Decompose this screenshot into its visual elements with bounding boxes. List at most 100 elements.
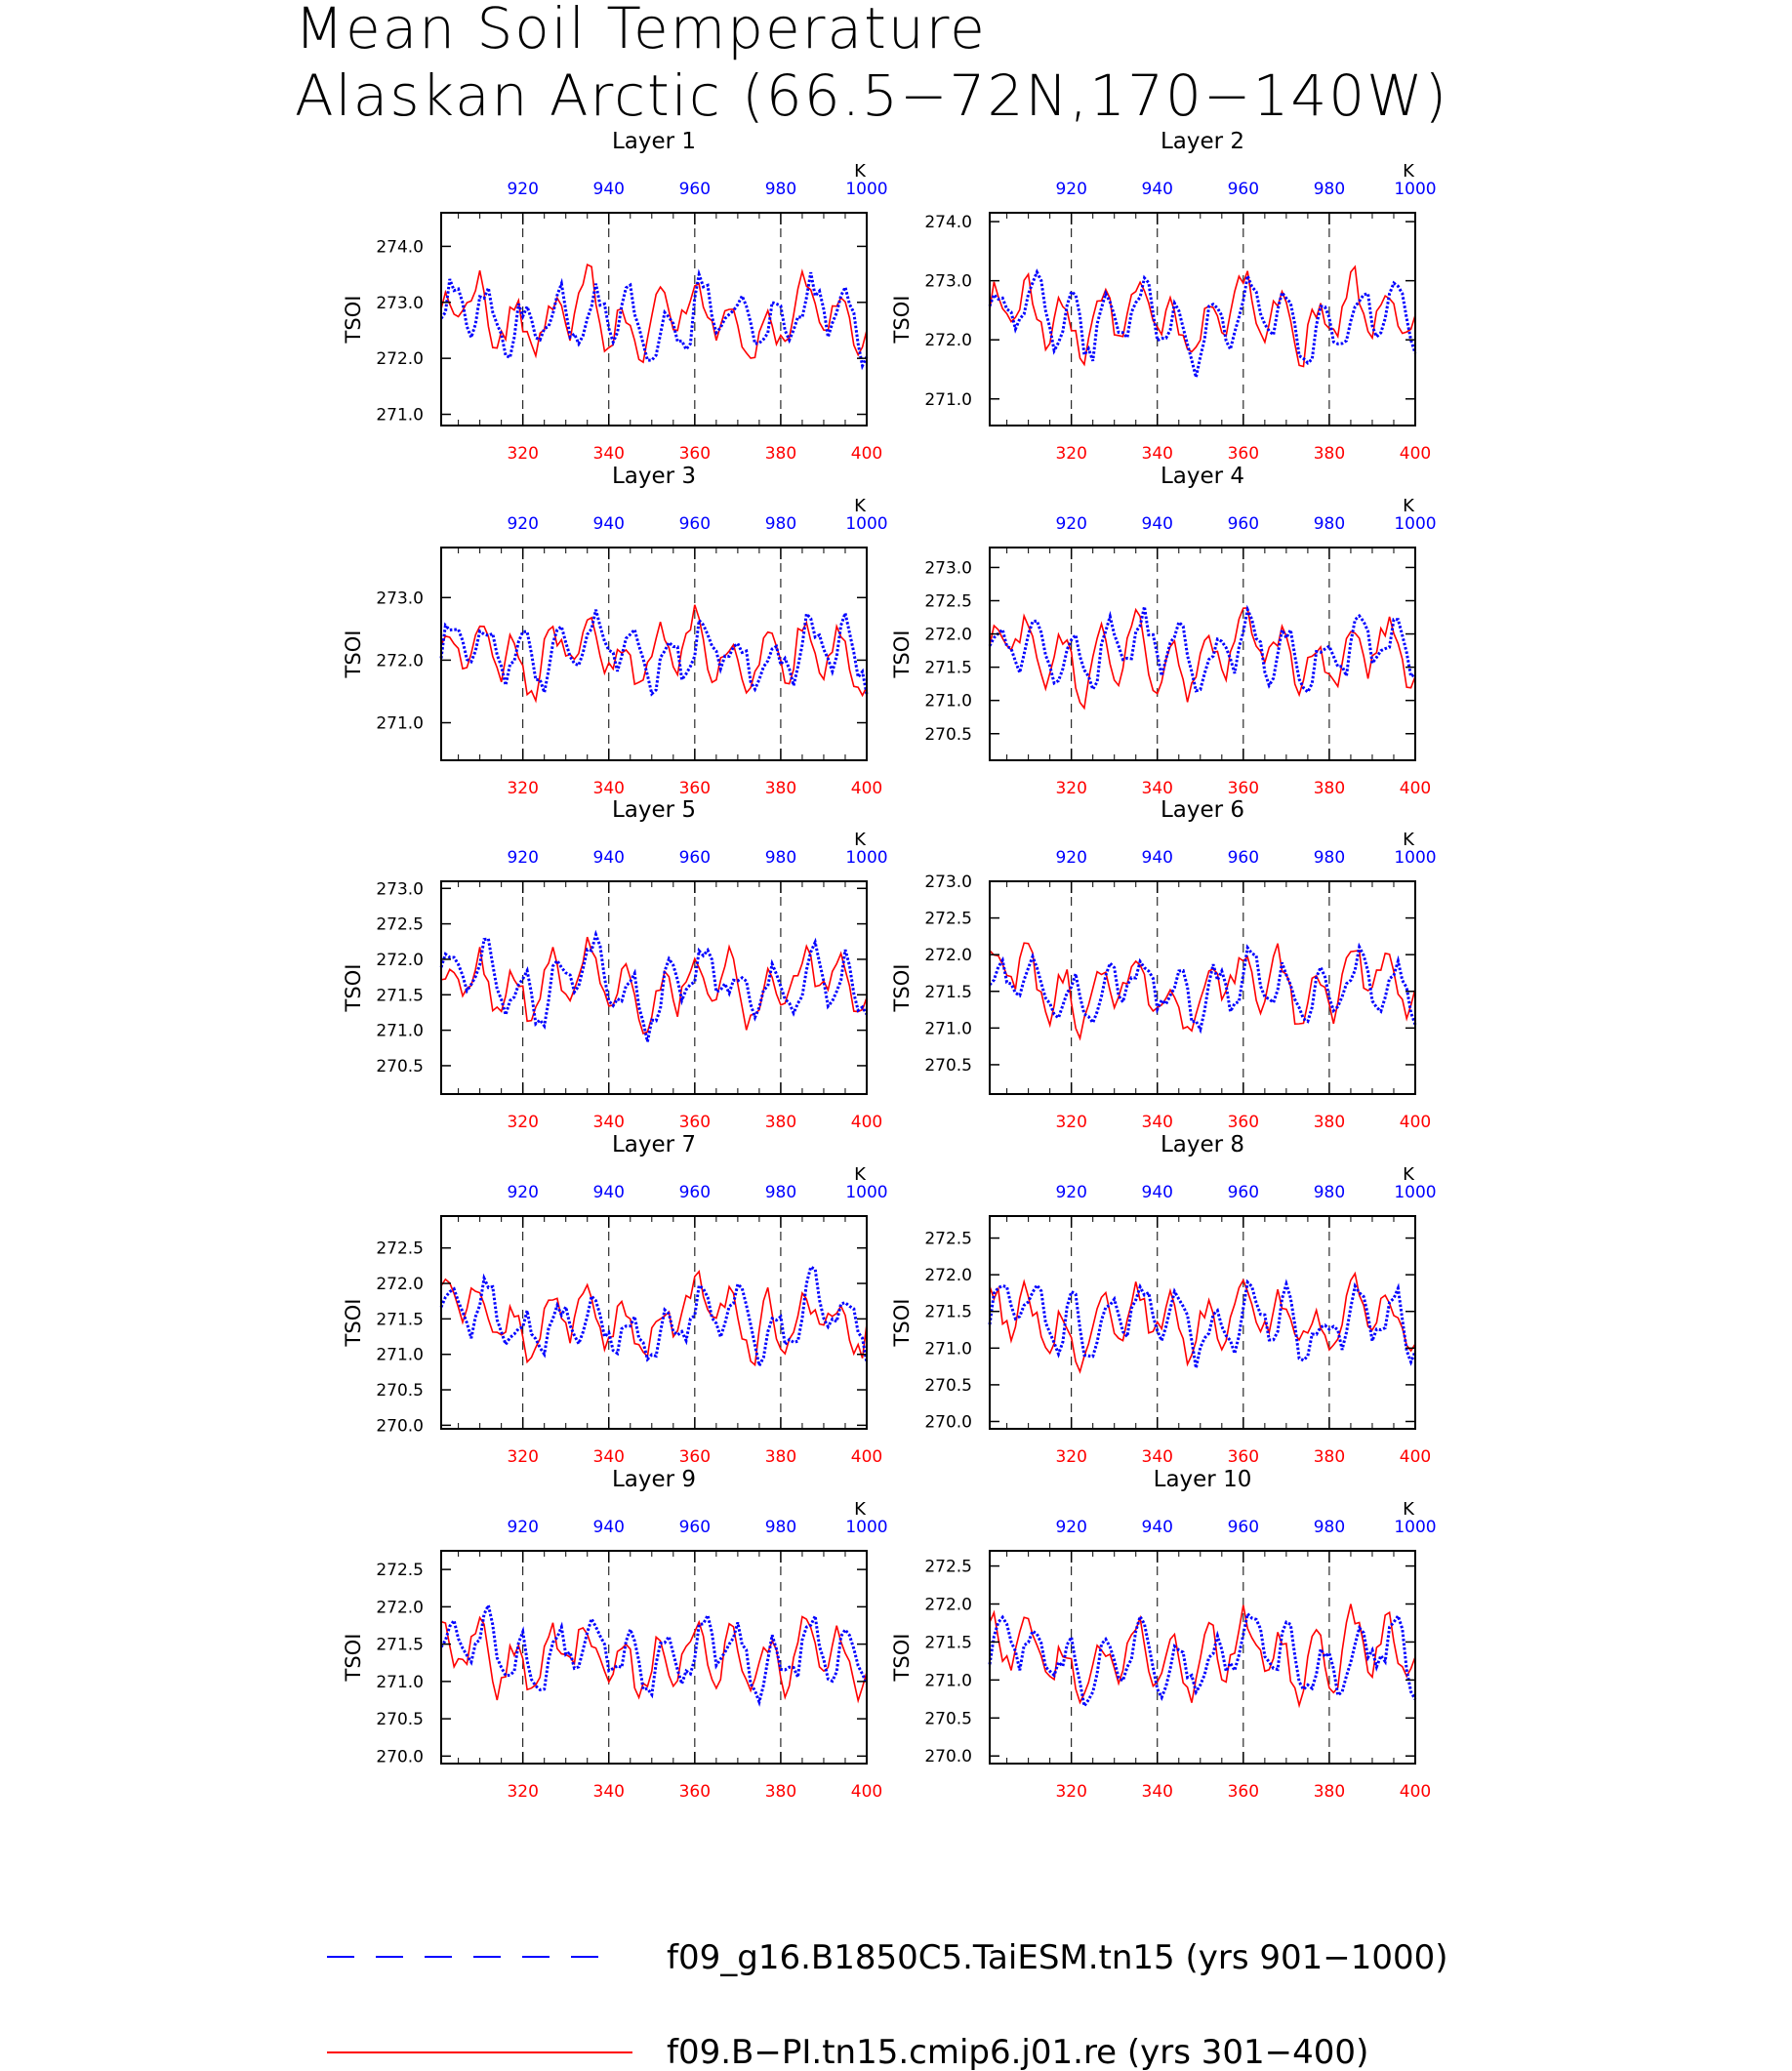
series-line-red [440,264,868,364]
x-tick-label-bottom: 400 [851,1782,882,1802]
x-tick-label-top: 1000 [845,180,887,199]
y-axis-label: TSOI [342,964,365,1013]
x-tick-label-top: 980 [1314,514,1345,534]
series-line-red [989,264,1416,368]
panel-title: Layer 8 [1161,1132,1244,1157]
x-tick-label-top: 980 [765,1183,796,1202]
y-tick-label: 272.5 [376,1561,424,1580]
panel-grid: Layer 1 271.0 272.0 273.0 274.0 TSOI 320 920 340… [342,129,1437,1802]
x-tick-label-bottom: 340 [1142,1447,1173,1467]
x-tick-label-bottom: 340 [1142,779,1173,798]
x-tick-label-bottom: 380 [1314,779,1345,798]
x-tick-label-top: 1000 [1394,180,1436,199]
y-tick-label: 273.0 [376,879,424,899]
top-axis-unit: K [854,161,867,182]
series-line-red [989,607,1416,711]
x-tick-label-top: 960 [1228,514,1259,534]
y-tick-label: 271.0 [924,1671,972,1690]
series-line-blue [439,607,869,699]
y-tick-label: 270.5 [376,1710,424,1729]
x-tick-label-top: 940 [1142,1183,1173,1202]
y-tick-label: 273.0 [924,558,972,578]
top-axis-unit: K [1403,1164,1415,1185]
panel-title: Layer 5 [612,797,696,823]
plot-frame [440,1215,868,1430]
series-line-red [989,1604,1416,1709]
plot-frame [989,1215,1416,1430]
y-tick-label: 270.5 [376,1381,424,1401]
plot-frame [440,212,868,426]
legend: f09_g16.B1850C5.TaiESM.tn15 (yrs 901−100… [327,1938,1448,2071]
x-tick-label-bottom: 400 [1400,779,1431,798]
x-tick-label-bottom: 340 [593,779,625,798]
y-tick-label: 271.0 [376,714,424,734]
y-tick-label: 272.0 [376,1275,424,1294]
x-tick-label-top: 1000 [845,848,887,868]
x-tick-label-bottom: 340 [1142,444,1173,464]
x-tick-label-top: 920 [507,180,538,199]
x-tick-label-bottom: 380 [765,779,796,798]
y-tick-label: 271.0 [924,390,972,410]
x-tick-label-top: 960 [1228,1518,1259,1537]
x-tick-label-bottom: 380 [765,1782,796,1802]
x-tick-label-top: 920 [507,848,538,868]
x-tick-label-top: 940 [593,514,625,534]
series-line-red [989,942,1416,1041]
x-tick-label-top: 960 [1228,180,1259,199]
y-tick-label: 271.0 [924,1339,972,1359]
x-tick-label-bottom: 320 [507,1782,538,1802]
panel-title: Layer 9 [612,1467,696,1492]
panel-title: Layer 6 [1161,797,1244,823]
y-axis-label: TSOI [890,964,914,1013]
x-tick-label-bottom: 360 [679,1113,711,1132]
panel-title: Layer 4 [1161,464,1244,489]
y-tick-label: 270.0 [376,1416,424,1436]
x-tick-label-top: 940 [1142,514,1173,534]
x-tick-label-bottom: 380 [765,444,796,464]
y-tick-label: 272.0 [924,331,972,350]
x-tick-label-bottom: 320 [507,1447,538,1467]
x-tick-label-bottom: 340 [1142,1782,1173,1802]
panel-layer-8: Layer 8 270.0 270.5 271.0 271.5 272.0 272.5 TSO… [890,1132,1437,1467]
x-tick-label-bottom: 400 [1400,444,1431,464]
x-tick-label-bottom: 400 [1400,1782,1431,1802]
y-tick-label: 272.5 [376,915,424,935]
x-tick-label-top: 1000 [1394,848,1436,868]
panel-layer-7: Layer 7 270.0 270.5 271.0 271.5 272.0 272.5 TSO… [342,1132,888,1467]
x-tick-label-bottom: 360 [1228,444,1259,464]
x-tick-label-top: 960 [679,180,711,199]
y-tick-label: 272.0 [376,349,424,369]
x-tick-label-top: 960 [1228,848,1259,868]
x-tick-label-bottom: 320 [1055,779,1086,798]
panel-layer-1: Layer 1 271.0 272.0 273.0 274.0 TSOI 320 920 340… [342,129,888,464]
top-axis-unit: K [1403,496,1415,516]
top-axis-unit: K [854,1164,867,1185]
x-tick-label-bottom: 320 [507,1113,538,1132]
x-tick-label-bottom: 380 [765,1447,796,1467]
top-axis-unit: K [854,830,867,850]
x-tick-label-bottom: 340 [593,1782,625,1802]
x-tick-label-top: 940 [593,1518,625,1537]
y-tick-label: 270.0 [924,1412,972,1432]
y-tick-label: 271.0 [376,406,424,426]
panel-layer-5: Layer 5 270.5 271.0 271.5 272.0 272.5 273.0 TSO… [342,797,888,1132]
x-tick-label-top: 960 [679,848,711,868]
x-tick-label-top: 920 [1055,180,1086,199]
y-tick-label: 273.0 [376,589,424,608]
plot-frame [989,880,1416,1095]
x-tick-label-top: 980 [1314,1518,1345,1537]
y-axis-label: TSOI [342,1299,365,1348]
plot-frame [989,547,1416,761]
x-tick-label-top: 980 [765,514,796,534]
series-line-blue [439,929,869,1042]
x-tick-label-top: 940 [1142,180,1173,199]
y-tick-label: 270.5 [924,725,972,745]
y-tick-label: 271.0 [376,1673,424,1692]
series-line-red [989,1271,1416,1374]
x-tick-label-top: 920 [507,1183,538,1202]
y-axis-label: TSOI [890,630,914,679]
x-tick-label-bottom: 360 [1228,1447,1259,1467]
top-axis-unit: K [1403,830,1415,850]
y-axis-label: TSOI [890,1634,914,1683]
